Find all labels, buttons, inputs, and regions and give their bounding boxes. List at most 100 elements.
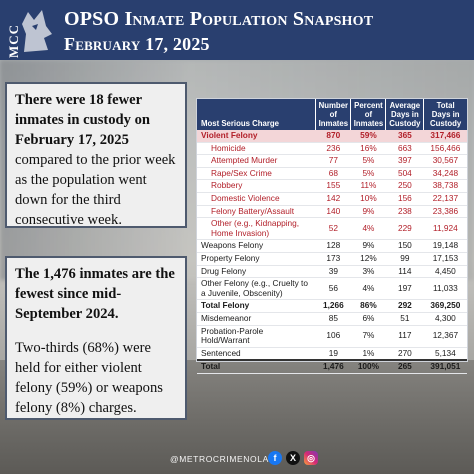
cell: 155 xyxy=(315,179,351,193)
cell: Drug Felony xyxy=(197,265,316,279)
facebook-icon[interactable]: f xyxy=(268,451,282,465)
table-row: Property Felony 173 12% 99 17,153 xyxy=(197,252,467,266)
cell: 173 xyxy=(315,252,351,266)
cell: Probation-Parole Hold/Warrant xyxy=(197,325,316,348)
summary-2-text: Two-thirds (68%) were held for either vi… xyxy=(15,340,163,416)
table-header-row: Most Serious Charge Number of Inmates Pe… xyxy=(197,99,467,130)
cell: 156,466 xyxy=(423,142,467,156)
cell: 663 xyxy=(385,142,424,156)
cell: 19,148 xyxy=(423,239,467,253)
charge-table: Most Serious Charge Number of Inmates Pe… xyxy=(196,98,468,374)
page-title: OPSO Inmate Population Snapshot xyxy=(64,8,374,30)
summary-1-text: compared to the prior week as the popula… xyxy=(15,152,176,228)
table-row: Other (e.g., Kidnapping, Home Invasion) 5… xyxy=(197,217,467,241)
summary-1-bold: There were 18 fewer inmates in custody o… xyxy=(15,92,151,148)
table-row: Violent Felony 870 59% 365 317,466 xyxy=(197,130,467,143)
table-row: Probation-Parole Hold/Warrant 106 7% 117 12,… xyxy=(197,325,467,348)
table-row: Felony Battery/Assault 140 9% 238 23,386 xyxy=(197,205,467,219)
page-date: February 17, 2025 xyxy=(64,34,210,54)
table-row: Drug Felony 39 3% 114 4,450 xyxy=(197,265,467,279)
cell: 7% xyxy=(350,325,386,348)
cell: 365 xyxy=(385,130,424,143)
col-header-charge: Most Serious Charge xyxy=(197,99,317,130)
footer: @METROCRIMENOLA f X ◎ xyxy=(0,448,474,474)
cell: 16% xyxy=(350,142,386,156)
cell: 11,924 xyxy=(423,217,467,241)
cell: 5,134 xyxy=(423,347,467,361)
cell: 19 xyxy=(315,347,351,361)
cell: 4,300 xyxy=(423,312,467,326)
cell: 870 xyxy=(315,130,351,143)
table-row: Rape/Sex Crime 68 5% 504 34,248 xyxy=(197,167,467,181)
instagram-icon[interactable]: ◎ xyxy=(304,451,318,465)
table-row: Weapons Felony 128 9% 150 19,148 xyxy=(197,239,467,253)
social-handle[interactable]: @METROCRIMENOLA xyxy=(170,454,269,464)
cell: 6% xyxy=(350,312,386,326)
cell: 9% xyxy=(350,239,386,253)
cell: 1% xyxy=(350,347,386,361)
cell: 317,466 xyxy=(423,130,467,143)
cell: Property Felony xyxy=(197,252,316,266)
summary-2-bold: The 1,476 inmates are the fewest since m… xyxy=(15,266,175,322)
cell: 4% xyxy=(350,277,386,301)
cell: Violent Felony xyxy=(197,130,316,143)
cell: 106 xyxy=(315,325,351,348)
cell: 128 xyxy=(315,239,351,253)
wolf-logo-icon: MCC xyxy=(4,4,56,58)
cell: Total xyxy=(197,359,316,374)
cell: 12% xyxy=(350,252,386,266)
cell: 68 xyxy=(315,167,351,181)
cell: 39 xyxy=(315,265,351,279)
cell: 77 xyxy=(315,154,351,168)
col-header-total-days: Total Days in Custody xyxy=(423,99,467,130)
cell: 142 xyxy=(315,192,351,206)
cell: 51 xyxy=(385,312,424,326)
table-row-total-felony: Total Felony 1,266 86% 292 369,250 xyxy=(197,299,467,313)
cell: 4% xyxy=(350,217,386,241)
cell: 5% xyxy=(350,167,386,181)
cell: 292 xyxy=(385,299,424,313)
cell: 30,567 xyxy=(423,154,467,168)
cell: 140 xyxy=(315,205,351,219)
cell: Total Felony xyxy=(197,299,316,313)
cell: 3% xyxy=(350,265,386,279)
logo-text: MCC xyxy=(6,23,21,58)
cell: 1,266 xyxy=(315,299,351,313)
cell: 59% xyxy=(350,130,386,143)
table-row: Homicide 236 16% 663 156,466 xyxy=(197,142,467,156)
cell: 38,738 xyxy=(423,179,467,193)
cell: Misdemeanor xyxy=(197,312,316,326)
summary-card-2: The 1,476 inmates are the fewest since m… xyxy=(5,256,187,420)
header-banner: MCC OPSO Inmate Population Snapshot Febr… xyxy=(0,0,474,60)
cell: 34,248 xyxy=(423,167,467,181)
cell: 236 xyxy=(315,142,351,156)
cell: 265 xyxy=(385,359,424,374)
cell: 250 xyxy=(385,179,424,193)
cell: Other Felony (e.g., Cruelty to a Juvenil… xyxy=(197,277,316,301)
cell: 156 xyxy=(385,192,424,206)
x-icon[interactable]: X xyxy=(286,451,300,465)
table-row: Other Felony (e.g., Cruelty to a Juvenil… xyxy=(197,277,467,301)
table-row: Sentenced 19 1% 270 5,134 xyxy=(197,347,467,361)
cell: Robbery xyxy=(197,179,316,193)
summary-card-1: There were 18 fewer inmates in custody o… xyxy=(5,82,187,228)
cell: 56 xyxy=(315,277,351,301)
cell: 238 xyxy=(385,205,424,219)
cell: 229 xyxy=(385,217,424,241)
cell: 85 xyxy=(315,312,351,326)
cell: Rape/Sex Crime xyxy=(197,167,316,181)
table-row: Attempted Murder 77 5% 397 30,567 xyxy=(197,154,467,168)
cell: 10% xyxy=(350,192,386,206)
cell: 17,153 xyxy=(423,252,467,266)
cell: 369,250 xyxy=(423,299,467,313)
cell: 100% xyxy=(350,359,386,374)
cell: 117 xyxy=(385,325,424,348)
cell: 504 xyxy=(385,167,424,181)
cell: 11% xyxy=(350,179,386,193)
cell: Weapons Felony xyxy=(197,239,316,253)
cell: 114 xyxy=(385,265,424,279)
cell: 397 xyxy=(385,154,424,168)
cell: 86% xyxy=(350,299,386,313)
col-header-percent: Percent of Inmates xyxy=(350,99,387,130)
cell: Homicide xyxy=(197,142,316,156)
